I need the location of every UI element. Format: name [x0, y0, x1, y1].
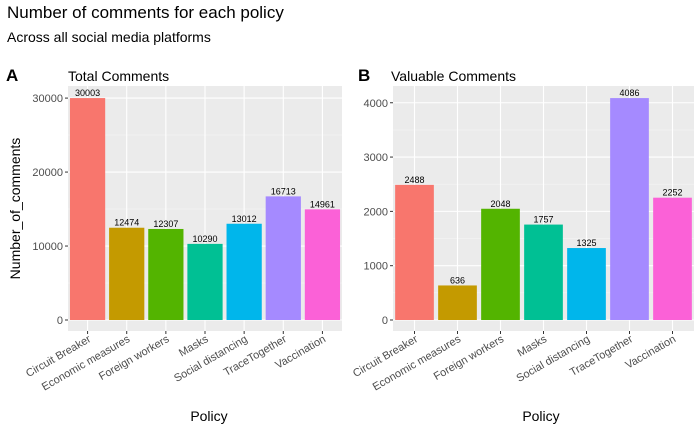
y-tick-label: 20000 [32, 167, 63, 179]
y-tick-label: 30000 [32, 93, 63, 105]
data-label: 16713 [271, 186, 296, 196]
data-label: 2488 [404, 175, 424, 185]
panel-tag: A [6, 66, 18, 85]
bar-vaccination [304, 209, 341, 320]
x-axis-title: Policy [522, 408, 559, 424]
bar-foreign-workers [148, 228, 184, 320]
data-label: 1757 [533, 215, 553, 225]
panel-tag: B [358, 66, 370, 85]
y-axis-title: Number_of_comments [7, 138, 23, 280]
bar-economic-measures [438, 285, 477, 320]
y-tick-label: 2000 [364, 206, 388, 218]
x-tick-label: Masks [515, 333, 549, 360]
data-label: 12474 [114, 218, 139, 228]
data-label: 1325 [576, 238, 596, 248]
panel-title: Valuable Comments [391, 68, 516, 84]
page-title: Number of comments for each policy [7, 3, 284, 22]
bar-tracetogether [610, 98, 649, 321]
data-label: 12307 [153, 219, 178, 229]
data-label: 2252 [662, 188, 682, 198]
data-label: 13012 [232, 214, 257, 224]
bar-foreign-workers [481, 208, 520, 320]
page-subtitle: Across all social media platforms [7, 29, 211, 45]
data-label: 10290 [192, 234, 217, 244]
y-tick-label: 3000 [364, 152, 388, 164]
bar-circuit-breaker [395, 184, 434, 320]
data-label: 30003 [75, 88, 100, 98]
bar-masks [187, 243, 223, 320]
y-tick-label: 0 [57, 315, 63, 327]
y-tick-label: 10000 [32, 241, 63, 253]
data-label: 636 [450, 275, 465, 285]
y-tick-label: 4000 [364, 98, 388, 110]
chart-panel-a: A Total Comments010000200003000030003Circ… [6, 66, 342, 424]
bar-masks [524, 224, 563, 320]
data-label: 4086 [619, 88, 639, 98]
y-tick-label: 1000 [364, 261, 388, 273]
chart-panel-b: B Valuable Comments010002000300040002488C… [351, 66, 694, 424]
bar-tracetogether [265, 196, 301, 320]
bar-economic-measures [109, 227, 145, 320]
bar-social-distancing [226, 223, 262, 320]
x-tick-label: Foreign workers [97, 333, 172, 383]
x-tick-label: Social distancing [514, 333, 592, 385]
x-axis-title: Policy [190, 408, 227, 424]
data-label: 14961 [310, 199, 335, 209]
y-tick-label: 0 [382, 315, 388, 327]
bar-vaccination [653, 197, 692, 320]
bar-social-distancing [567, 248, 606, 320]
bar-circuit-breaker [69, 98, 106, 320]
data-label: 2048 [490, 199, 510, 209]
panel-title: Total Comments [68, 68, 169, 84]
